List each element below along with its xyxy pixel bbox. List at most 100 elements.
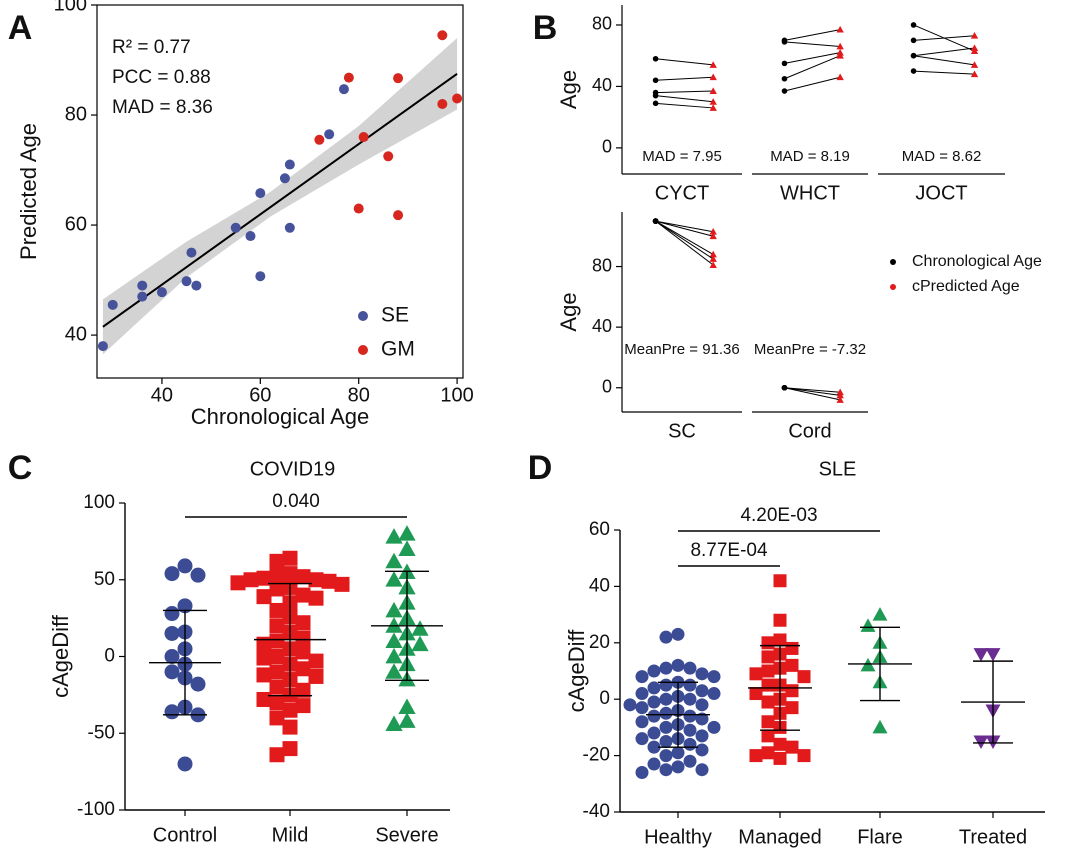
point: [652, 55, 659, 62]
point: [164, 566, 180, 582]
y-tick-label: 20: [589, 632, 610, 653]
point: [295, 644, 311, 660]
x-tick-label: 80: [348, 384, 370, 406]
y-tick-label: -40: [583, 801, 610, 822]
point: [910, 22, 917, 28]
annotation: MeanPre = 91.36: [624, 341, 740, 358]
point: [107, 299, 118, 310]
point: [647, 757, 661, 771]
point: [245, 231, 256, 242]
point: [683, 692, 697, 706]
pair-line: [655, 90, 714, 94]
point: [385, 552, 403, 569]
point: [836, 73, 844, 81]
point: [659, 749, 673, 763]
point: [324, 129, 335, 140]
y-tick-label: 80: [65, 103, 87, 125]
point: [659, 720, 673, 734]
y-tick-label: -50: [88, 722, 115, 743]
point: [773, 751, 787, 765]
point: [707, 687, 721, 701]
y-tick-label: 40: [592, 316, 612, 336]
point: [437, 30, 448, 41]
point: [785, 684, 799, 698]
point: [671, 627, 685, 641]
point: [695, 684, 709, 698]
y-tick-label: 100: [54, 0, 87, 15]
point: [255, 188, 266, 199]
point: [164, 606, 180, 622]
point: [269, 567, 285, 583]
pair-line: [784, 387, 841, 401]
y-tick-label: 60: [65, 213, 87, 235]
x-tick-label: Managed: [738, 826, 821, 848]
point: [709, 87, 717, 94]
point: [256, 691, 272, 707]
point: [393, 73, 404, 84]
point: [695, 763, 709, 777]
point: [269, 581, 285, 597]
point: [282, 719, 298, 735]
y-tick-label: 40: [589, 575, 610, 596]
point: [321, 573, 337, 589]
point: [773, 633, 787, 647]
point: [773, 613, 787, 627]
legend-marker: [890, 259, 896, 265]
legend-marker: [358, 311, 368, 321]
x-tick-label: Flare: [857, 826, 903, 848]
point: [773, 574, 787, 588]
pair-line: [655, 220, 714, 266]
x-tick-label: 60: [249, 384, 271, 406]
y-tick-label: 100: [83, 492, 115, 513]
point: [308, 653, 324, 669]
chart-title: SLE: [819, 458, 857, 480]
y-tick-label: 50: [94, 569, 115, 590]
point: [785, 740, 799, 754]
point: [269, 710, 285, 726]
pair-line: [784, 52, 841, 64]
point: [985, 648, 1001, 662]
point: [709, 61, 717, 68]
point: [749, 667, 763, 681]
point: [97, 341, 108, 352]
fit-line: [102, 72, 458, 328]
point: [781, 39, 788, 45]
point: [411, 635, 429, 652]
point: [683, 723, 697, 737]
pair-line: [784, 55, 841, 80]
point: [709, 261, 717, 268]
point: [785, 701, 799, 715]
point: [282, 741, 298, 757]
y-axis-label: cAgeDiff: [48, 614, 73, 698]
point: [269, 602, 285, 618]
point: [295, 569, 311, 585]
panel-label: A: [8, 9, 33, 47]
annotation: MAD = 7.95: [642, 148, 722, 165]
point: [761, 746, 775, 760]
point: [137, 280, 148, 291]
point: [230, 222, 241, 233]
x-tick-label: Cord: [788, 420, 831, 442]
pair-line: [655, 102, 714, 109]
point: [295, 661, 311, 677]
point: [647, 709, 661, 723]
point: [781, 60, 788, 67]
point: [385, 528, 403, 544]
y-axis-label: Age: [556, 292, 581, 331]
significance-label: 8.77E-04: [690, 540, 768, 561]
point: [910, 68, 917, 74]
pair-line: [655, 95, 714, 103]
point: [358, 132, 369, 143]
point: [177, 558, 193, 574]
point: [709, 255, 717, 262]
pair-line: [784, 387, 841, 396]
point: [308, 590, 324, 606]
point: [269, 553, 285, 569]
point: [761, 636, 775, 650]
point: [695, 712, 709, 726]
point: [256, 667, 272, 683]
point: [635, 766, 649, 780]
y-axis-label: cAgeDiff: [564, 629, 589, 713]
point: [385, 715, 403, 731]
